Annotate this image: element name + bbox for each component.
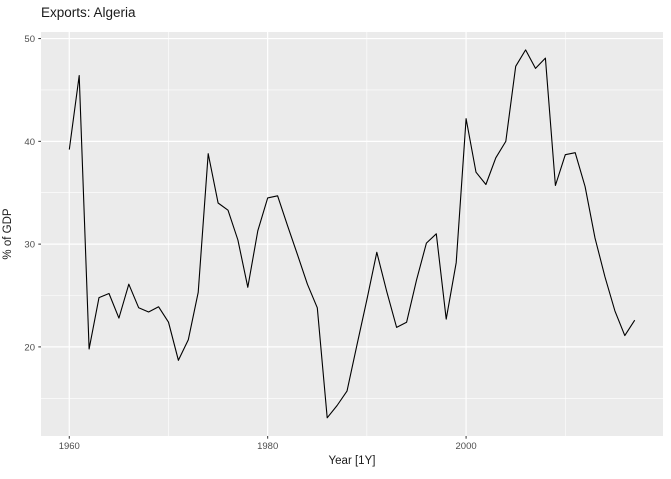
x-tick-label: 2000 <box>456 441 477 452</box>
x-tick-label: 1960 <box>59 441 80 452</box>
plot-panel <box>41 32 663 436</box>
y-tick-label: 50 <box>24 34 35 45</box>
chart-title: Exports: Algeria <box>41 5 136 20</box>
y-tick-label: 30 <box>24 240 35 251</box>
y-tick-label: 20 <box>24 342 35 353</box>
y-tick-label: 40 <box>24 137 35 148</box>
y-axis-title: % of GDP <box>2 208 14 260</box>
x-axis-title: Year [1Y] <box>328 455 376 467</box>
x-tick-label: 1980 <box>257 441 278 452</box>
data-line-exports <box>68 49 636 419</box>
